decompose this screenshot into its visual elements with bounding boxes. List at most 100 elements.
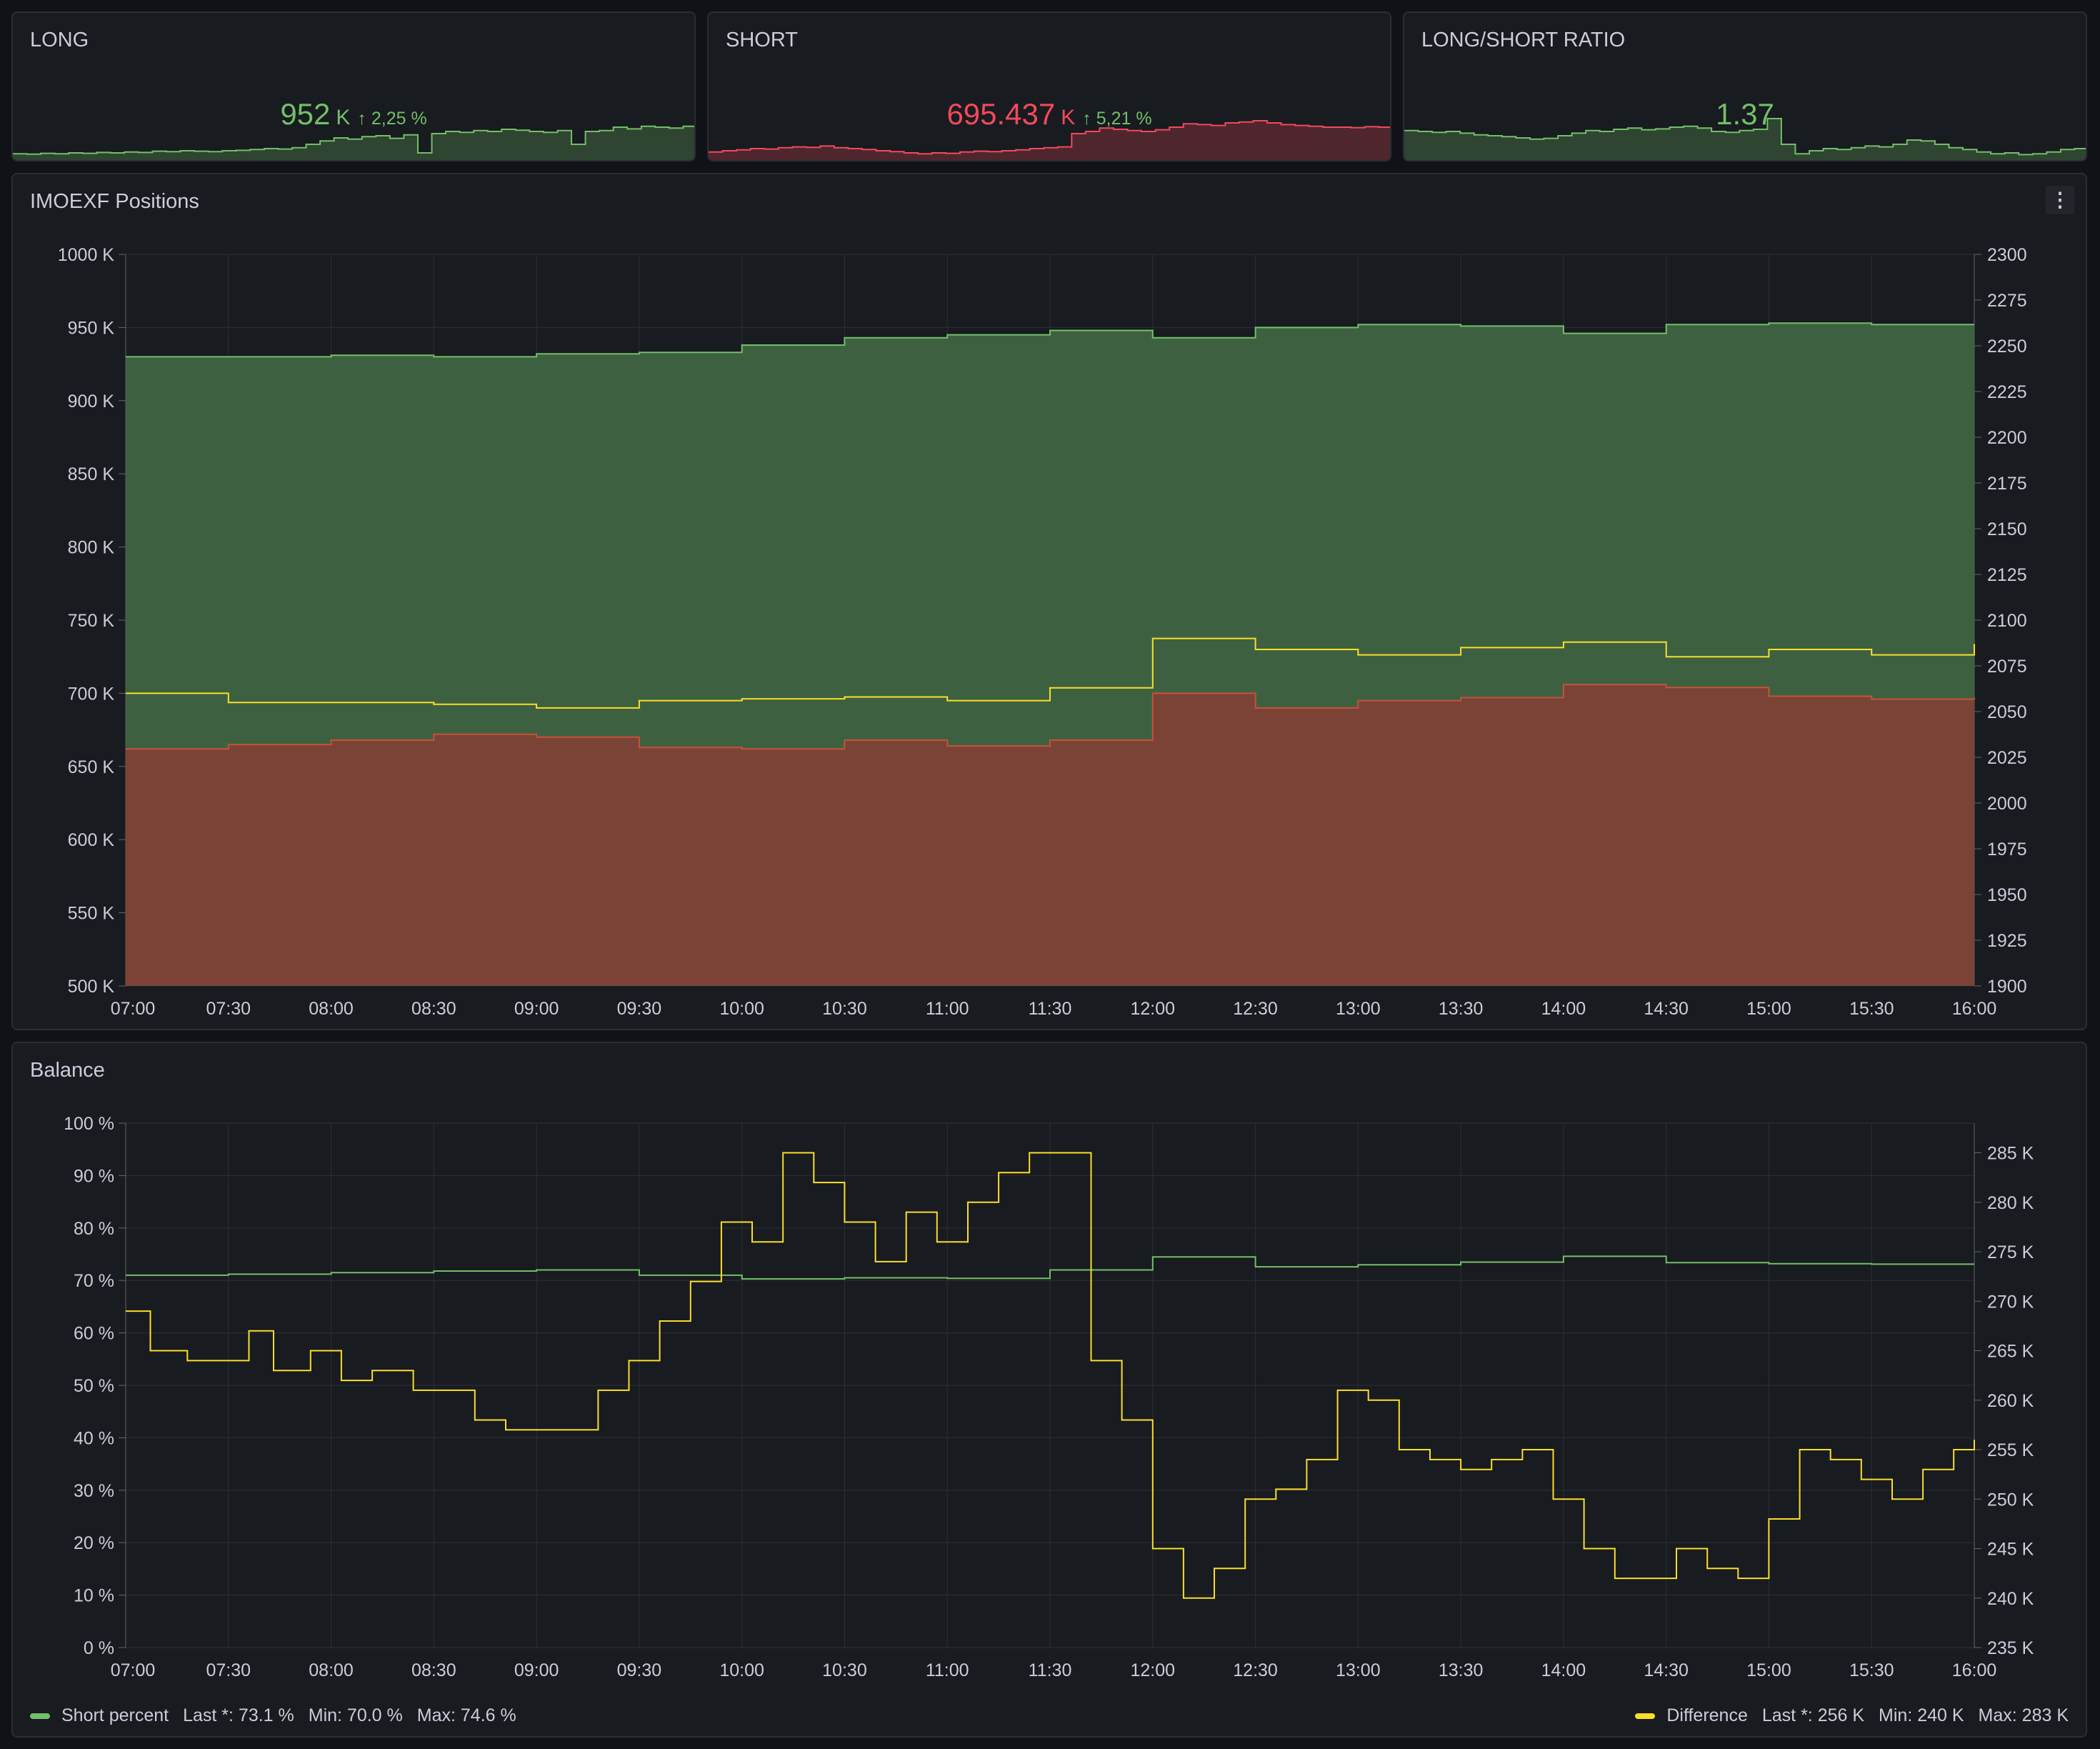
x-tick-label: 14:30: [1644, 999, 1689, 1019]
sparkline-area: [1404, 119, 2086, 160]
y-right-tick-label: 245 K: [1987, 1540, 2034, 1560]
stat-panel-ratio[interactable]: LONG/SHORT RATIO 1.37: [1403, 11, 2087, 161]
sparkline-ratio: [1404, 118, 2086, 160]
y-left-tick-label: 700 K: [68, 684, 115, 704]
series-line-price: [126, 637, 1975, 709]
y-left-tick-label: 40 %: [74, 1428, 114, 1448]
series-line-difference: [126, 1152, 1975, 1599]
stat-number: 1.37: [1716, 97, 1774, 131]
y-right-tick-label: 2175: [1987, 474, 2027, 494]
y-left-tick-label: 800 K: [68, 538, 115, 558]
sparkline-line: [1404, 118, 2086, 156]
x-tick-label: 08:30: [411, 1660, 456, 1680]
x-tick-label: 15:00: [1746, 999, 1791, 1019]
panel-title: IMOEXF Positions: [30, 190, 199, 213]
x-tick-label: 10:30: [822, 1660, 867, 1680]
stat-value-long: 952 K ↑ 2,25 %: [13, 97, 694, 131]
balance-chart[interactable]: 07:00 07:30 08:00 08:30 09:00 09:30 10:00 10:30…: [13, 1043, 2087, 1738]
x-tick-label: 07:00: [111, 1660, 156, 1680]
stat-number: 695.437: [946, 97, 1056, 131]
y-right-tick-label: 265 K: [1987, 1342, 2034, 1362]
y-right-tick-label: 2250: [1987, 337, 2027, 357]
y-left-tick-label: 90 %: [74, 1166, 114, 1186]
y-right-tick-label: 1925: [1987, 931, 2027, 951]
x-tick-label: 07:30: [206, 999, 251, 1019]
x-tick-label: 12:30: [1233, 1660, 1278, 1680]
legend-label: Difference: [1666, 1705, 1748, 1725]
stat-delta: ↑ 2,25 %: [357, 109, 427, 129]
y-left-tick-label: 80 %: [74, 1219, 114, 1239]
legend-short-percent[interactable]: Short percent Last *: 73.1 % Min: 70.0 %…: [30, 1705, 516, 1726]
series-line-long: [126, 322, 1974, 358]
stat-value-ratio: 1.37: [1404, 97, 2086, 131]
x-tick-label: 09:00: [514, 1660, 559, 1680]
x-tick-label: 08:00: [309, 1660, 354, 1680]
y-right-tick-label: 2200: [1987, 428, 2027, 448]
panel-menu-button[interactable]: ⋮: [2046, 186, 2074, 214]
y-right-tick-label: 2050: [1987, 702, 2027, 722]
y-right-tick-label: 2125: [1987, 565, 2027, 585]
x-tick-label: 13:00: [1336, 999, 1381, 1019]
stat-title: LONG: [30, 29, 89, 51]
y-left-tick-label: 70 %: [74, 1271, 114, 1291]
x-tick-label: 11:00: [926, 1660, 969, 1680]
x-tick-label: 09:30: [617, 1660, 662, 1680]
stat-unit: K: [336, 106, 351, 129]
chart-grid: [119, 1122, 1981, 1648]
y-right-tick-label: 235 K: [1987, 1638, 2034, 1658]
series-line-short: [126, 684, 1975, 750]
y-right-tick-label: 2300: [1987, 245, 2027, 265]
y-left-tick-label: 550 K: [68, 904, 115, 924]
x-tick-label: 15:30: [1849, 1660, 1894, 1680]
stat-title: LONG/SHORT RATIO: [1421, 29, 1626, 51]
x-tick-label: 14:30: [1644, 1660, 1689, 1680]
y-left-tick-label: 60 %: [74, 1324, 114, 1344]
sparkline-line: [13, 125, 694, 155]
legend-max: Max: 74.6 %: [416, 1705, 516, 1725]
positions-chart[interactable]: 07:00 07:30 08:00 08:30 09:00 09:30 10:00 10:30…: [13, 174, 2087, 1030]
series-line-short-percent: [126, 1255, 1974, 1280]
stat-title: SHORT: [726, 29, 798, 51]
x-tick-label: 09:00: [514, 999, 559, 1019]
legend-label: Short percent: [61, 1705, 169, 1725]
y-right-tick-label: 240 K: [1987, 1589, 2034, 1609]
y-right-tick-label: 285 K: [1987, 1144, 2034, 1164]
y-right-tick-label: 2025: [1987, 748, 2027, 768]
y-left-tick-label: 10 %: [74, 1586, 114, 1606]
balance-panel[interactable]: Balance 07:00 07:30 08:00 08:30 09:00 09:30 10…: [11, 1042, 2087, 1738]
y-left-tick-label: 0 %: [84, 1638, 114, 1658]
x-tick-label: 10:00: [719, 1660, 764, 1680]
y-right-tick-label: 1900: [1987, 977, 2027, 997]
y-right-tick-label: 2150: [1987, 519, 2027, 539]
y-left-tick-label: 100 %: [64, 1114, 114, 1134]
y-right-tick-label: 2100: [1987, 611, 2027, 631]
positions-panel[interactable]: IMOEXF Positions ⋮ 07:00 07:30 08:00 08:30 0…: [11, 173, 2087, 1030]
x-tick-label: 13:00: [1336, 1660, 1381, 1680]
stat-panel-long[interactable]: LONG 952 K ↑ 2,25 %: [11, 11, 696, 161]
x-tick-label: 15:30: [1849, 999, 1894, 1019]
y-right-tick-label: 2000: [1987, 794, 2027, 814]
y-right-tick-label: 260 K: [1987, 1391, 2034, 1411]
x-tick-label: 16:00: [1952, 999, 1997, 1019]
stat-panel-short[interactable]: SHORT 695.437 K ↑ 5,21 %: [707, 11, 1391, 161]
x-tick-label: 14:00: [1541, 999, 1586, 1019]
x-tick-label: 11:30: [1029, 1660, 1072, 1680]
stat-number: 952: [280, 97, 331, 131]
sparkline-long: [13, 125, 694, 160]
y-right-tick-label: 280 K: [1987, 1193, 2034, 1213]
y-left-tick-label: 650 K: [68, 757, 115, 777]
x-tick-label: 08:00: [309, 999, 354, 1019]
panel-title: Balance: [30, 1059, 105, 1082]
x-tick-label: 08:30: [411, 999, 456, 1019]
sparkline-line: [709, 120, 1390, 155]
y-left-tick-label: 30 %: [74, 1481, 114, 1501]
x-tick-label: 10:30: [822, 999, 867, 1019]
legend-swatch: [1635, 1713, 1656, 1719]
y-left-tick-label: 850 K: [68, 464, 115, 484]
y-right-tick-label: 2225: [1987, 382, 2027, 402]
y-left-tick-label: 20 %: [74, 1533, 114, 1553]
legend-max: Max: 283 K: [1978, 1705, 2069, 1725]
legend-difference[interactable]: Difference Last *: 256 K Min: 240 K Max:…: [1635, 1705, 2069, 1726]
y-right-tick-label: 1950: [1987, 885, 2027, 905]
x-tick-label: 14:00: [1541, 1660, 1586, 1680]
